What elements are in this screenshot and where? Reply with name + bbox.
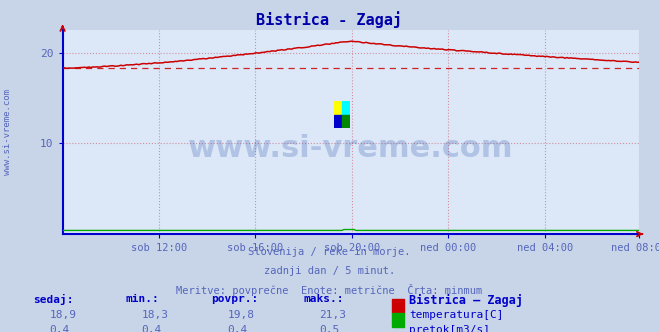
Text: 0,4: 0,4 — [142, 325, 162, 332]
Bar — [342, 101, 350, 115]
Text: Bistrica – Zagaj: Bistrica – Zagaj — [409, 294, 523, 307]
Bar — [342, 115, 350, 128]
Text: 21,3: 21,3 — [320, 310, 347, 320]
Text: maks.:: maks.: — [303, 294, 343, 304]
Text: www.si-vreme.com: www.si-vreme.com — [188, 134, 513, 163]
Text: 0,5: 0,5 — [320, 325, 340, 332]
Text: Bistrica - Zagaj: Bistrica - Zagaj — [256, 12, 403, 29]
Text: temperatura[C]: temperatura[C] — [409, 310, 503, 320]
Text: zadnji dan / 5 minut.: zadnji dan / 5 minut. — [264, 266, 395, 276]
Bar — [333, 115, 342, 128]
Text: www.si-vreme.com: www.si-vreme.com — [3, 89, 13, 175]
Text: sedaj:: sedaj: — [33, 294, 73, 305]
Text: 18,3: 18,3 — [142, 310, 169, 320]
Text: 19,8: 19,8 — [227, 310, 254, 320]
Text: 0,4: 0,4 — [49, 325, 70, 332]
Bar — [333, 101, 342, 115]
Text: min.:: min.: — [125, 294, 159, 304]
Text: povpr.:: povpr.: — [211, 294, 258, 304]
Text: Slovenija / reke in morje.: Slovenija / reke in morje. — [248, 247, 411, 257]
Text: 0,4: 0,4 — [227, 325, 248, 332]
Text: Meritve: povprečne  Enote: metrične  Črta: minmum: Meritve: povprečne Enote: metrične Črta:… — [177, 284, 482, 296]
Text: pretok[m3/s]: pretok[m3/s] — [409, 325, 490, 332]
Text: 18,9: 18,9 — [49, 310, 76, 320]
